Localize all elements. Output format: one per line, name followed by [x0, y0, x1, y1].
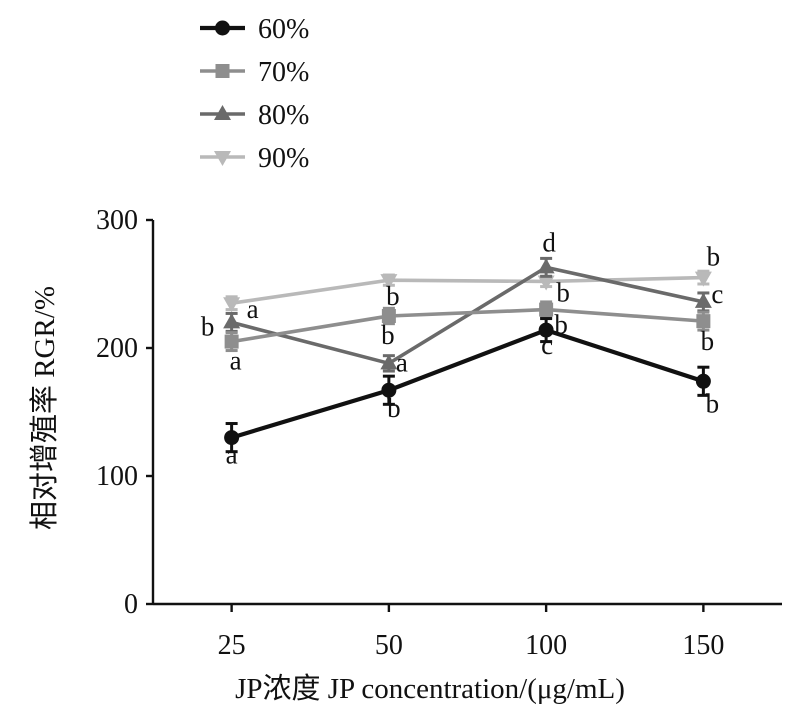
legend-label-60: 60% [258, 14, 309, 45]
point-90-50 [380, 274, 398, 290]
series-80-line [229, 265, 706, 366]
point-80-100 [537, 258, 555, 274]
y-axis-title: 相对增殖率 RGR/% [28, 286, 61, 530]
series-60 [224, 317, 711, 454]
legend-item-80: 80% [200, 100, 309, 131]
legend-marker-70 [215, 64, 230, 78]
series-80 [223, 256, 712, 373]
legend-item-70: 70% [200, 57, 309, 88]
significance-label-60-100: c [541, 330, 553, 360]
y-tick-label-200: 200 [96, 333, 138, 364]
point-80-150 [694, 292, 712, 308]
legend-item-60: 60% [200, 14, 309, 45]
significance-label-60-150: b [706, 388, 720, 418]
axes: 0 100 200 300 25 50 100 150 [96, 205, 782, 661]
point-70-100 [539, 302, 554, 317]
legend-item-90: 90% [200, 143, 309, 174]
legend-marker-60 [215, 20, 230, 36]
y-tick-label-100: 100 [96, 461, 138, 492]
significance-label-70-150: b [701, 326, 715, 356]
y-tick-label-0: 0 [124, 589, 138, 620]
legend-marker-90 [214, 151, 231, 166]
legend-marker-80 [214, 105, 231, 120]
significance-label-80-50: a [396, 347, 408, 377]
legend-label-70: 70% [258, 57, 309, 88]
point-90-150 [694, 271, 712, 287]
series-70 [224, 300, 711, 353]
point-70-50 [381, 309, 396, 323]
significance-label-90-50: b [386, 281, 400, 311]
legend-label-90: 90% [258, 143, 309, 174]
significance-label-90-100: b [556, 277, 570, 307]
significance-label-60-25: a [226, 440, 238, 470]
point-80-50 [380, 354, 398, 370]
series-90-line [229, 275, 706, 306]
point-90-100 [537, 275, 555, 291]
significance-label-80-100: d [542, 227, 556, 257]
x-axis-title: JP浓度 JP concentration/(μg/mL) [235, 672, 625, 705]
x-tick-label-100: 100 [525, 630, 567, 661]
point-60-100 [538, 322, 554, 338]
point-70-25 [224, 334, 239, 349]
point-70-150 [696, 314, 711, 329]
legend-label-80: 80% [258, 100, 309, 131]
point-80-25 [223, 313, 241, 329]
series-90 [223, 269, 712, 313]
x-tick-label-50: 50 [375, 630, 403, 661]
point-90-25 [223, 297, 241, 313]
legend: 60% 70% 80% 90% [200, 14, 309, 174]
point-60-150 [695, 373, 711, 389]
series-60-line [229, 327, 706, 440]
significance-label-70-100: b [554, 310, 568, 340]
significance-label-70-25: a [230, 346, 242, 376]
x-tick-label-25: 25 [218, 630, 246, 661]
y-tick-label-300: 300 [96, 205, 138, 236]
point-60-50 [381, 382, 397, 398]
significance-label-60-50: b [387, 393, 401, 423]
series-70-line [229, 307, 706, 344]
significance-label-80-150: c [711, 279, 723, 309]
series-group [223, 256, 712, 454]
x-tick-label-150: 150 [682, 630, 724, 661]
significance-label-90-150: b [707, 242, 721, 272]
point-60-25 [224, 430, 240, 446]
significance-label-80-25: b [201, 311, 215, 341]
significance-label-70-50: b [381, 320, 395, 350]
significance-label-90-25: a [247, 294, 259, 324]
